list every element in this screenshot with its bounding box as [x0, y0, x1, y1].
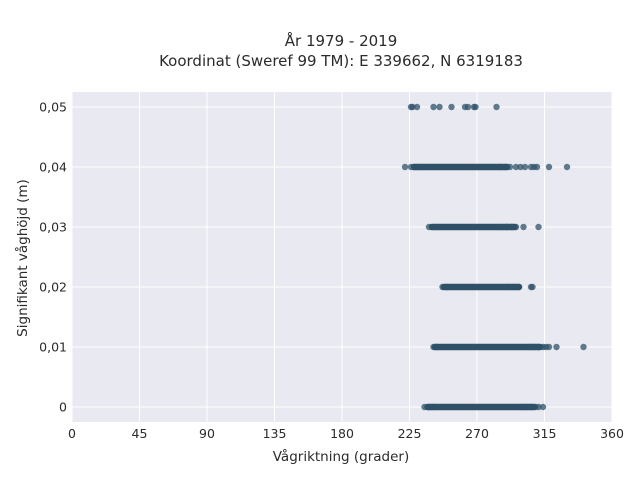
data-point [430, 103, 437, 111]
data-point [472, 103, 479, 111]
data-point [512, 223, 520, 231]
y-tick-label: 0 [59, 400, 67, 415]
data-point [521, 163, 529, 171]
data-point [433, 343, 440, 351]
data-point [415, 163, 422, 171]
data-point [430, 403, 437, 411]
data-point [496, 163, 503, 171]
y-tick-label: 0,04 [39, 160, 67, 175]
data-point [497, 223, 505, 231]
x-tick-label: 135 [263, 426, 287, 441]
data-point [503, 223, 511, 231]
x-axis-label: Vågriktning (grader) [273, 448, 410, 465]
data-point [506, 163, 514, 171]
data-point [464, 103, 472, 111]
chart-title-line2: Koordinat (Sweref 99 TM): E 339662, N 63… [159, 52, 523, 70]
data-point [580, 343, 587, 351]
data-point [515, 283, 523, 291]
data-point [518, 403, 526, 411]
y-axis-ticks: 0 0,01 0,02 0,03 0,04 0,05 [39, 100, 67, 415]
data-point [526, 343, 533, 351]
data-point [436, 103, 443, 111]
data-point [535, 403, 542, 411]
data-point [448, 103, 455, 111]
data-point [545, 163, 553, 171]
data-points [401, 103, 587, 411]
x-tick-label: 360 [600, 426, 624, 441]
data-point [410, 163, 418, 171]
data-point [439, 283, 446, 291]
data-point [401, 163, 409, 171]
chart-title-line1: År 1979 - 2019 [285, 31, 398, 50]
y-tick-label: 0,05 [39, 100, 67, 115]
x-tick-label: 45 [132, 426, 148, 441]
y-tick-label: 0,03 [39, 220, 67, 235]
data-point [533, 163, 541, 171]
data-point [503, 283, 511, 291]
data-point [563, 163, 571, 171]
data-point [443, 283, 451, 291]
data-point [529, 283, 536, 291]
x-tick-label: 180 [330, 426, 354, 441]
data-point [530, 343, 538, 351]
data-point [509, 283, 517, 291]
x-tick-label: 225 [398, 426, 422, 441]
x-tick-label: 90 [199, 426, 215, 441]
x-tick-label: 270 [465, 426, 489, 441]
data-point [409, 103, 416, 111]
data-point [428, 223, 436, 231]
x-axis-ticks: 0 45 90 135 180 225 270 315 360 [68, 426, 624, 441]
data-point [425, 403, 433, 411]
y-tick-label: 0,02 [39, 280, 67, 295]
data-point [545, 343, 553, 351]
data-point [535, 343, 542, 351]
data-point [520, 223, 527, 231]
data-point [539, 403, 547, 411]
data-point [535, 223, 542, 231]
data-point [508, 223, 515, 231]
data-point [413, 103, 421, 111]
y-tick-label: 0,01 [39, 340, 67, 355]
data-point [553, 343, 560, 351]
data-point [502, 163, 509, 171]
y-axis-label: Signifikant våghöjd (m) [14, 179, 31, 337]
data-point [527, 403, 535, 411]
data-point [517, 163, 524, 171]
data-point [493, 103, 500, 111]
x-tick-label: 315 [533, 426, 557, 441]
x-tick-label: 0 [68, 426, 76, 441]
data-point [523, 403, 530, 411]
data-point [512, 163, 520, 171]
data-point [421, 403, 428, 411]
